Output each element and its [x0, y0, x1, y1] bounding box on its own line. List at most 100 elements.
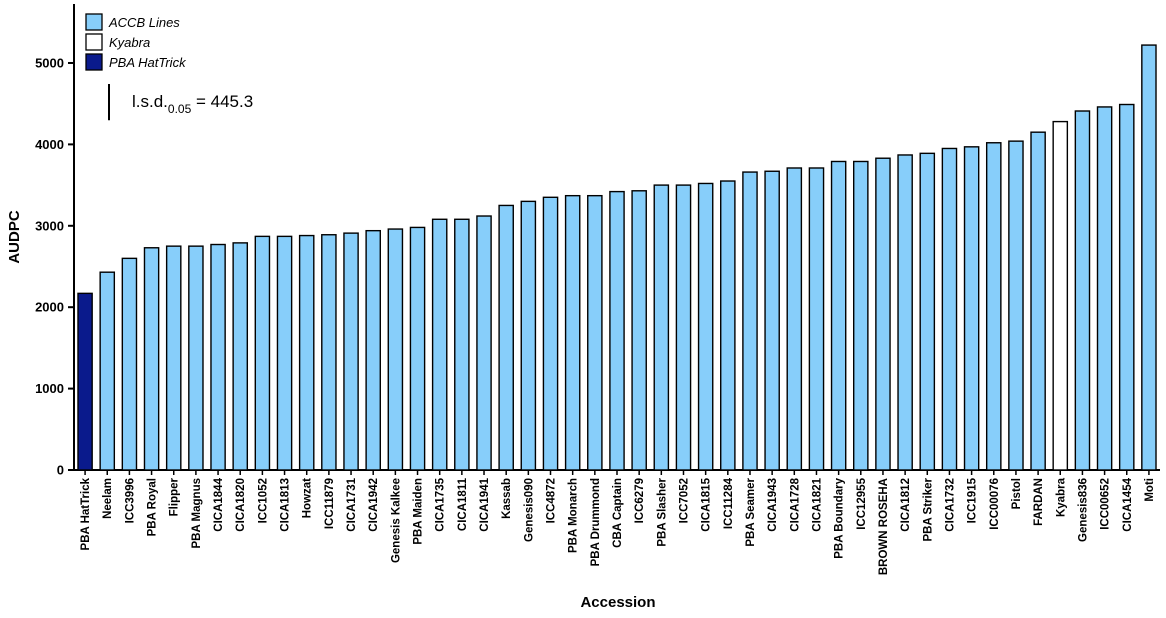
bar: [121, 257, 138, 471]
x-tick-label: CBA Captain: [612, 478, 624, 548]
bar: [853, 160, 869, 471]
x-tick-label: PBA HatTrick: [80, 477, 92, 550]
legend: ACCB Lines Kyabra PBA HatTrick: [85, 13, 187, 71]
bar: [520, 200, 537, 471]
bar: [897, 154, 913, 471]
legend-label: Kyabra: [109, 35, 150, 50]
y-tick-labels: 0 1000 2000 3000 4000 5000: [35, 55, 74, 478]
x-tick-label: CICA1943: [767, 478, 779, 532]
bar: [321, 234, 337, 471]
x-tick-label: CICA1941: [479, 477, 491, 531]
x-tick-label: PBA Magnus: [191, 478, 203, 549]
bar: [985, 142, 1002, 471]
bar: [564, 194, 581, 471]
x-tick-label: CICA1732: [944, 478, 956, 532]
x-tick-label: CICA1728: [789, 477, 801, 531]
x-tick-label: ICC00076: [989, 478, 1001, 530]
x-tick-label: FARDAN: [1033, 478, 1045, 526]
legend-label: PBA HatTrick: [109, 55, 187, 70]
x-tick-label: PBA Drummond: [590, 478, 602, 566]
bar: [498, 204, 514, 471]
bar: [254, 235, 271, 471]
y-tick-label: 1000: [35, 381, 64, 396]
bar: [609, 190, 625, 471]
x-tick-label: PBA Boundary: [834, 477, 846, 558]
bar: [1141, 44, 1157, 471]
x-tick-label: ICC3996: [124, 478, 136, 523]
bar: [276, 235, 293, 471]
y-tick-label: 3000: [35, 218, 64, 233]
bar: [365, 229, 381, 471]
bar: [875, 157, 891, 471]
x-tick-label: Neelam: [102, 478, 114, 519]
bar: [697, 182, 714, 471]
x-tick-label: ICC7052: [678, 478, 690, 523]
bar: [1118, 103, 1135, 471]
x-tick-label: CICA1820: [235, 478, 247, 532]
x-tick-label: ICC1915: [967, 477, 979, 523]
bar: [387, 228, 404, 471]
x-tick-label: PBA Seamer: [745, 477, 757, 546]
bar: [764, 170, 780, 471]
x-tick-label: CICA1731: [346, 477, 358, 531]
lsd-subscript: 0.05: [168, 102, 192, 116]
x-tick-label: CICA1942: [368, 478, 380, 532]
legend-swatch: [85, 53, 103, 71]
bar: [808, 167, 825, 471]
x-tick-label: ICC1052: [257, 478, 269, 523]
x-tick-label: ICC6279: [634, 478, 646, 523]
x-tick-label: CICA1844: [213, 477, 225, 531]
bar: [675, 184, 692, 471]
lsd-label: l.s.d.0.05 = 445.3: [132, 92, 253, 116]
legend-swatch: [85, 33, 103, 51]
bar: [476, 215, 492, 471]
x-axis-title: Accession: [580, 594, 655, 611]
bar: [1052, 120, 1069, 471]
x-tick-label: PBA Maiden: [413, 478, 425, 545]
bar: [1096, 106, 1113, 471]
x-tick-label: ICC00652: [1100, 478, 1112, 530]
bar: [1030, 131, 1046, 471]
bar: [653, 184, 670, 471]
x-tick-label: PBA Slasher: [656, 477, 668, 546]
x-tick-label: BROWN ROSEHA: [878, 478, 890, 575]
bar: [1008, 140, 1024, 471]
bar: [830, 160, 847, 471]
bar: [542, 196, 559, 471]
x-tick-label: CICA1813: [280, 478, 292, 532]
x-tick-label: CICA1811: [457, 477, 469, 531]
bar: [343, 232, 359, 471]
x-tick-label: PBA Monarch: [568, 478, 580, 553]
x-tick-label: Genesis090: [523, 478, 535, 542]
bar: [409, 226, 426, 471]
x-tick-label: CICA1454: [1122, 477, 1134, 531]
bar: [941, 147, 958, 471]
x-tick-label: CICA1735: [435, 477, 447, 531]
x-tick-label: CICA1821: [811, 477, 823, 531]
x-tick-label: ICC11879: [324, 478, 336, 529]
bars-layer: [77, 44, 1157, 471]
legend-swatch: [85, 13, 103, 31]
x-tick-label: Kyabra: [1055, 477, 1067, 517]
x-tick-label: Genesis836: [1077, 478, 1089, 542]
x-tick-label: PBA Royal: [147, 478, 159, 536]
y-tick-label: 0: [57, 463, 64, 478]
y-tick-label: 5000: [35, 55, 64, 70]
bar: [742, 171, 758, 471]
bar: [786, 167, 803, 471]
bar: [99, 271, 116, 471]
x-tick-label: ICC11284: [723, 477, 735, 529]
legend-label: ACCB Lines: [108, 15, 180, 30]
bar: [919, 152, 936, 471]
bar: [232, 242, 249, 471]
x-tick-label: CICA1812: [900, 478, 912, 532]
bar: [298, 234, 315, 471]
bar: [454, 218, 470, 471]
y-axis-title: AUDPC: [6, 210, 23, 264]
bar: [165, 245, 182, 471]
bar: [143, 247, 160, 471]
bar: [188, 245, 204, 471]
x-tick-label: ICC4872: [546, 478, 558, 523]
bar: [210, 243, 226, 471]
